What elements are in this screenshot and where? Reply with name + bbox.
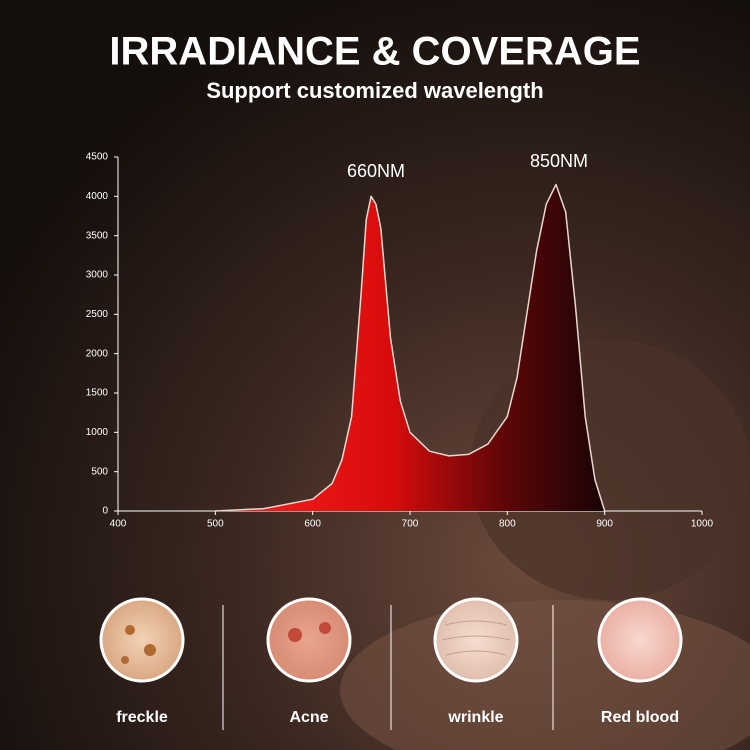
y-tick-label: 3000 — [86, 270, 109, 281]
subtitle: Support customized wavelength — [206, 78, 543, 103]
icon-detail — [319, 622, 331, 634]
condition-icons — [99, 597, 683, 730]
icon-detail — [441, 620, 511, 656]
x-tick-label: 900 — [596, 519, 613, 530]
y-tick-label: 1000 — [86, 427, 109, 438]
condition-label: freckle — [116, 709, 168, 726]
x-tick-label: 400 — [110, 519, 127, 530]
y-tick-label: 4500 — [86, 152, 109, 163]
x-tick-label: 700 — [402, 519, 419, 530]
annotation: 850NM — [530, 151, 588, 171]
icon-detail — [125, 625, 135, 635]
icon — [99, 597, 185, 683]
icon-detail — [144, 644, 156, 656]
icon-detail — [121, 656, 129, 664]
icon — [433, 597, 519, 683]
x-tick-label: 800 — [499, 519, 516, 530]
x-tick-label: 1000 — [691, 519, 714, 530]
x-tick-label: 600 — [304, 519, 321, 530]
x-tick-label: 500 — [207, 519, 224, 530]
y-tick-label: 3500 — [86, 230, 109, 241]
title: IRRADIANCE & COVERAGE — [109, 30, 640, 74]
condition-label: Acne — [289, 709, 328, 726]
icon-detail — [288, 628, 302, 642]
y-tick-label: 2000 — [86, 348, 109, 359]
y-tick-label: 4000 — [86, 191, 109, 202]
y-tick-label: 2500 — [86, 309, 109, 320]
icon — [266, 597, 352, 683]
icon — [597, 597, 683, 683]
y-tick-label: 1500 — [86, 388, 109, 399]
area-line — [215, 183, 606, 512]
y-tick-label: 500 — [91, 466, 108, 477]
y-tick-label: 0 — [102, 506, 108, 517]
area — [215, 184, 605, 511]
annotation: 660NM — [347, 161, 405, 181]
condition-label: wrinkle — [447, 709, 503, 726]
condition-label: Red blood — [601, 709, 679, 726]
